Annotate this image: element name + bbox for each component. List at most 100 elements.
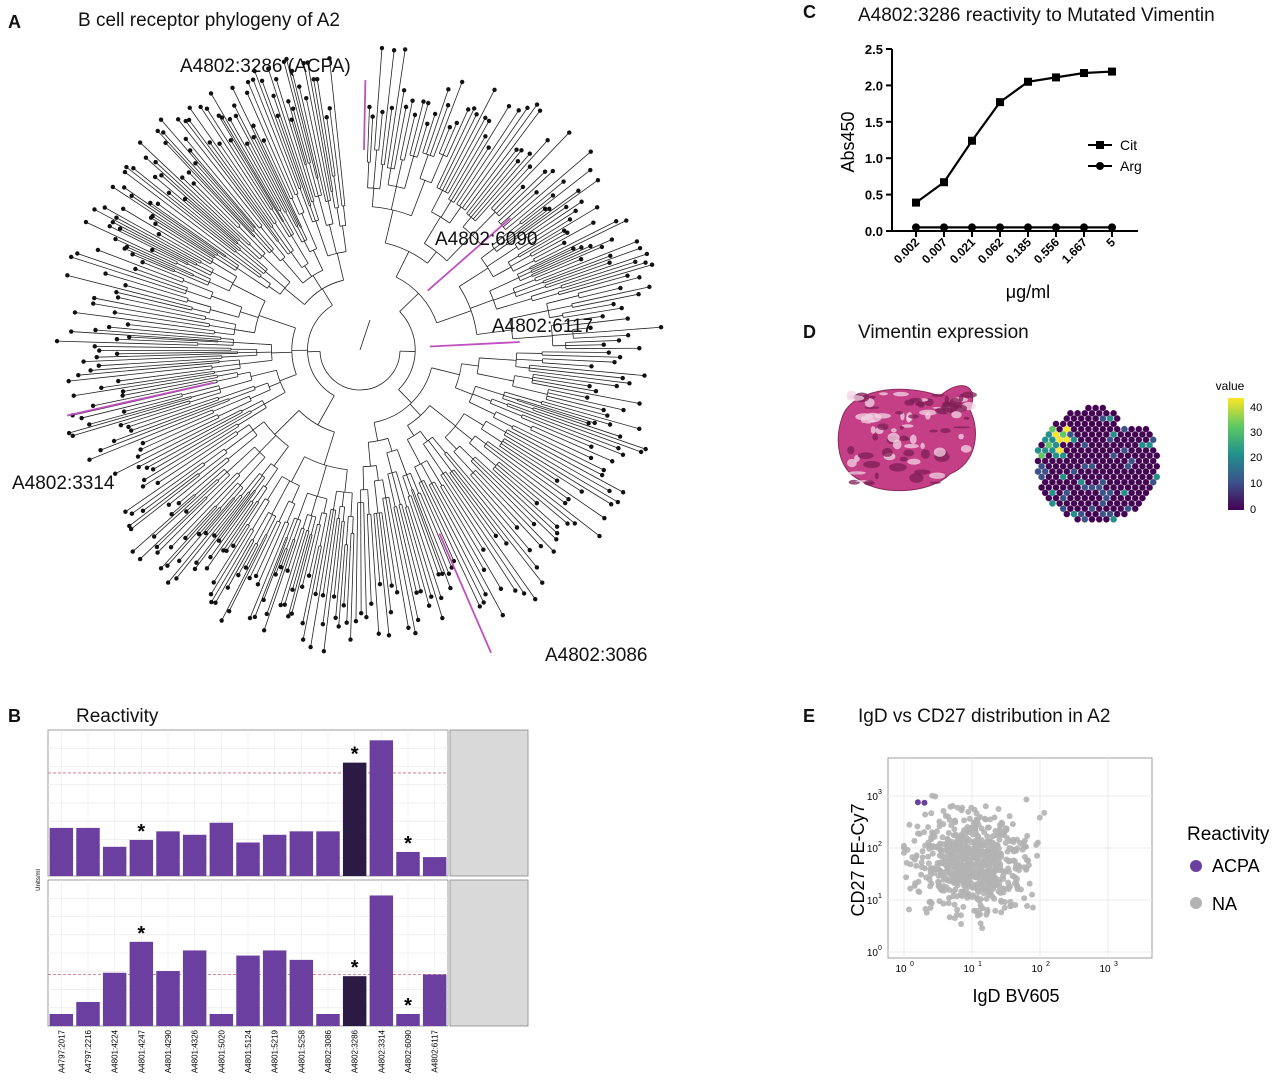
- tree-leaf: [537, 108, 543, 113]
- tree-branch: [137, 417, 220, 457]
- tree-branch: [295, 193, 299, 196]
- tree-branch: [323, 498, 328, 514]
- data-point-na: [989, 872, 996, 879]
- tree-branch: [532, 425, 613, 462]
- tree-leaf: [153, 159, 158, 165]
- expression-spot: [1117, 494, 1125, 502]
- tree-branch: [200, 261, 214, 270]
- tree-branch: [342, 225, 347, 252]
- tree-branch: [318, 512, 323, 525]
- tree-branch: [329, 58, 346, 206]
- tree-branch: [373, 149, 378, 189]
- expression-spot: [1084, 457, 1092, 465]
- tree-branch: [216, 254, 238, 269]
- expression-spot: [1138, 452, 1146, 460]
- tree-branch: [269, 248, 274, 254]
- tree-branch: [318, 545, 322, 547]
- data-point-na: [928, 880, 935, 887]
- tree-branch: [428, 484, 486, 595]
- tree-branch: [219, 485, 241, 509]
- tissue-detail: [846, 395, 865, 401]
- tree-branch: [232, 87, 301, 228]
- data-point-na: [986, 889, 993, 896]
- tree-branch: [104, 207, 202, 262]
- expression-spot: [1102, 462, 1110, 470]
- tree-branch: [291, 235, 309, 264]
- tree-branch: [71, 256, 186, 295]
- tree-branch: [381, 512, 393, 586]
- x-tick-label: A4801:5020: [217, 1029, 226, 1073]
- expression-spot: [1077, 478, 1085, 486]
- tree-branch: [253, 136, 299, 226]
- tree-branch: [579, 287, 621, 299]
- tree-branch: [508, 208, 550, 240]
- expression-spot: [1052, 462, 1060, 470]
- tree-branch: [178, 497, 234, 562]
- tree-branch: [254, 477, 266, 492]
- tree-leaf: [321, 649, 327, 654]
- tree-branch: [438, 127, 451, 154]
- tree-branch: [250, 389, 271, 399]
- tree-branch: [424, 216, 441, 244]
- tree-leaf: [446, 571, 452, 576]
- expression-spot: [1084, 478, 1092, 486]
- tree-branch: [514, 375, 533, 380]
- tree-branch: [253, 490, 256, 492]
- tree-branch: [246, 143, 286, 213]
- tree-leaf: [54, 338, 60, 344]
- data-point-na: [960, 903, 967, 910]
- tree-leaf: [110, 184, 116, 190]
- x-tick-label: 10: [1031, 964, 1043, 975]
- tree-branch: [181, 393, 183, 397]
- expression-spot: [1066, 420, 1074, 428]
- tree-branch: [252, 79, 299, 194]
- tissue-detail: [914, 402, 925, 407]
- tree-branch: [387, 184, 405, 189]
- tree-branch: [513, 279, 536, 289]
- expression-spot: [1128, 446, 1136, 454]
- significance-star: *: [351, 744, 359, 766]
- tree-branch: [131, 462, 204, 514]
- tree-branch: [120, 403, 191, 426]
- data-point-na: [978, 871, 985, 878]
- expression-spot: [1077, 489, 1085, 497]
- tree-branch: [531, 374, 534, 384]
- tree-leaf: [133, 266, 138, 272]
- expression-spot: [1120, 436, 1128, 444]
- expression-spot: [1113, 436, 1121, 444]
- data-point-na: [1025, 857, 1032, 864]
- tree-leaf: [244, 141, 250, 146]
- expression-spot: [1081, 515, 1089, 523]
- expression-spot: [1092, 457, 1100, 465]
- tree-branch: [402, 475, 410, 497]
- tree-branch: [453, 451, 474, 473]
- tree-branch: [531, 239, 613, 276]
- expression-spot: [1048, 468, 1056, 476]
- tree-leaf: [534, 565, 540, 570]
- tree-branch: [233, 497, 235, 500]
- tree-branch: [263, 537, 288, 601]
- tree-leaf: [454, 120, 459, 126]
- tree-branch: [100, 400, 230, 451]
- tree-leaf: [612, 359, 617, 365]
- expression-spot: [1052, 484, 1060, 491]
- data-point-na: [927, 898, 934, 905]
- tree-branch: [112, 221, 197, 266]
- bar: [369, 895, 394, 1026]
- tree-branch: [454, 425, 473, 441]
- tree-branch: [192, 274, 210, 283]
- expression-spot: [1074, 431, 1082, 438]
- tree-leaf: [176, 500, 182, 506]
- data-point-na: [948, 822, 955, 829]
- tree-branch: [263, 269, 268, 274]
- expression-spot: [1095, 409, 1103, 417]
- y-tick-label: 10: [867, 896, 879, 907]
- tree-branch: [530, 296, 533, 301]
- tree-branch: [470, 456, 476, 462]
- tree-branch: [371, 188, 375, 207]
- expression-spot: [1063, 489, 1071, 497]
- data-point-na: [918, 859, 925, 866]
- tissue-detail: [952, 426, 971, 429]
- tree-leaf: [221, 548, 226, 553]
- data-point-na: [915, 878, 922, 885]
